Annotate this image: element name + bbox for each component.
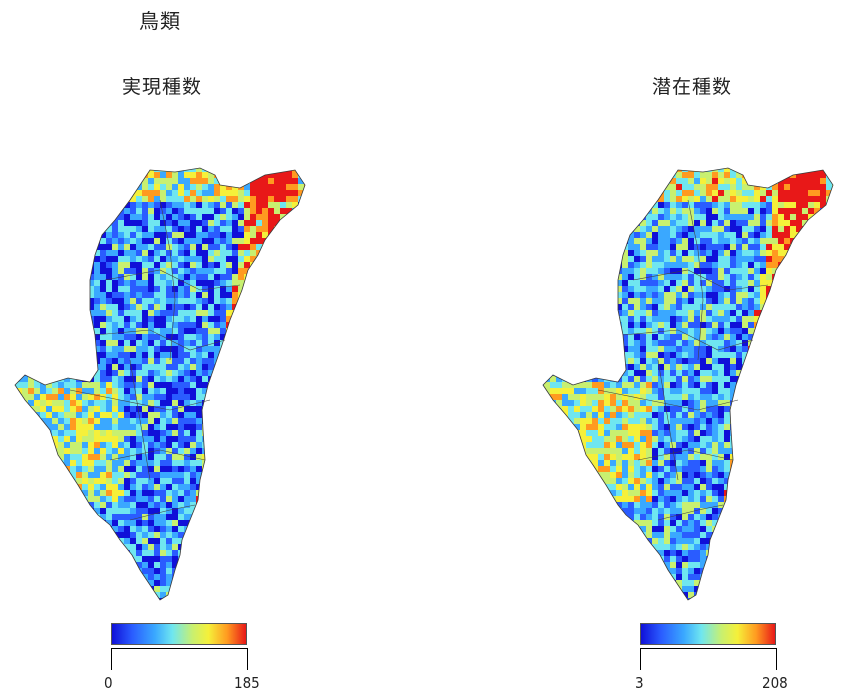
- municipal-boundary: [129, 359, 151, 481]
- figure-title: 鳥類: [139, 9, 181, 33]
- municipal-boundary: [657, 359, 679, 481]
- municipal-boundary: [637, 449, 734, 461]
- municipal-boundary: [597, 389, 739, 411]
- colorbar-potential: [640, 623, 776, 645]
- legend-min-potential: 3: [635, 674, 644, 692]
- municipal-boundary: [104, 269, 241, 291]
- municipal-boundary: [129, 504, 196, 521]
- map-realized-species: [14, 167, 306, 601]
- municipal-boundary: [94, 329, 226, 351]
- municipal-boundary: [69, 389, 211, 411]
- prefecture-outline: [14, 167, 306, 601]
- municipal-boundary: [159, 199, 176, 361]
- municipal-boundary: [622, 329, 754, 351]
- municipal-boundary: [109, 449, 206, 461]
- panel-title-potential: 潜在種数: [652, 76, 733, 98]
- map-cells: [543, 168, 833, 600]
- map-cells: [15, 168, 305, 600]
- legend-max-potential: 208: [762, 674, 788, 692]
- municipal-boundary: [632, 269, 769, 291]
- colorbar-bracket-potential: [640, 648, 777, 670]
- municipal-boundary: [657, 504, 724, 521]
- legend-min-realized: 0: [104, 674, 113, 692]
- municipal-boundary: [687, 199, 704, 361]
- panel-title-realized: 実現種数: [122, 76, 203, 98]
- colorbar-bracket-realized: [111, 648, 248, 670]
- map-potential-species: [542, 167, 834, 601]
- legend-max-realized: 185: [234, 674, 260, 692]
- prefecture-outline: [542, 167, 834, 601]
- colorbar-realized: [111, 623, 247, 645]
